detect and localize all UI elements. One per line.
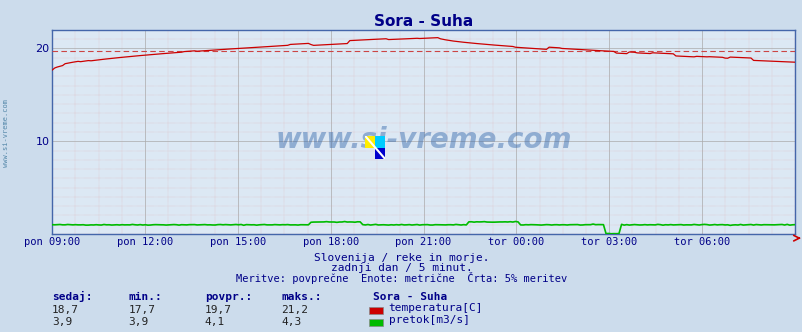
Text: 18,7: 18,7 [52, 305, 79, 315]
Text: 21,2: 21,2 [281, 305, 308, 315]
Text: sedaj:: sedaj: [52, 291, 92, 302]
Text: Meritve: povprečne  Enote: metrične  Črta: 5% meritev: Meritve: povprečne Enote: metrične Črta:… [236, 272, 566, 284]
Text: 3,9: 3,9 [128, 317, 148, 327]
Text: temperatura[C]: temperatura[C] [388, 303, 483, 313]
Text: zadnji dan / 5 minut.: zadnji dan / 5 minut. [330, 263, 472, 273]
Text: min.:: min.: [128, 292, 162, 302]
Title: Sora - Suha: Sora - Suha [374, 14, 472, 29]
Text: www.si-vreme.com: www.si-vreme.com [275, 126, 571, 154]
Bar [365, 136, 375, 148]
Bar [375, 136, 385, 148]
Text: Slovenija / reke in morje.: Slovenija / reke in morje. [314, 253, 488, 263]
Text: 4,3: 4,3 [281, 317, 301, 327]
Text: maks.:: maks.: [281, 292, 321, 302]
Bar [375, 148, 385, 159]
Text: 3,9: 3,9 [52, 317, 72, 327]
Text: povpr.:: povpr.: [205, 292, 252, 302]
Text: pretok[m3/s]: pretok[m3/s] [388, 315, 469, 325]
Text: www.si-vreme.com: www.si-vreme.com [3, 99, 10, 167]
Text: 19,7: 19,7 [205, 305, 232, 315]
Text: 17,7: 17,7 [128, 305, 156, 315]
Text: Sora - Suha: Sora - Suha [373, 292, 447, 302]
Text: 4,1: 4,1 [205, 317, 225, 327]
